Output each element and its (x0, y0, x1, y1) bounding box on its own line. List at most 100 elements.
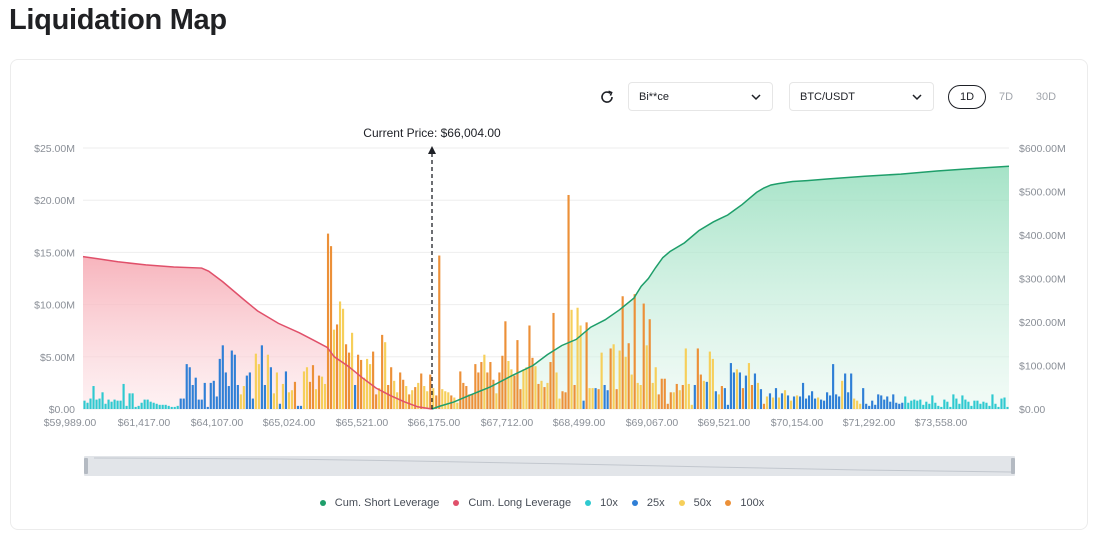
bar-25x[interactable] (883, 399, 886, 409)
bar-10x[interactable] (167, 405, 170, 409)
bar-25x[interactable] (838, 396, 841, 409)
range-tab-30d[interactable]: 30D (1035, 91, 1057, 103)
bar-25x[interactable] (260, 345, 263, 409)
bar-100x[interactable] (435, 395, 438, 409)
bar-50x[interactable] (257, 364, 260, 409)
bar-50x[interactable] (332, 329, 336, 409)
bar-100x[interactable] (513, 375, 516, 409)
bar-10x[interactable] (949, 406, 952, 409)
bar-50x[interactable] (314, 389, 318, 409)
bar-50x[interactable] (426, 391, 429, 409)
bar-50x[interactable] (702, 380, 705, 409)
bar-50x[interactable] (423, 386, 426, 409)
bar-100x[interactable] (459, 371, 462, 409)
bar-10x[interactable] (119, 400, 122, 409)
bar-50x[interactable] (570, 309, 573, 409)
bar-10x[interactable] (137, 405, 140, 409)
bar-10x[interactable] (919, 399, 922, 409)
bar-100x[interactable] (344, 344, 348, 409)
bar-25x[interactable] (732, 372, 735, 409)
bar-100x[interactable] (561, 391, 564, 409)
bar-50x[interactable] (417, 382, 420, 409)
bar-25x[interactable] (807, 395, 811, 409)
bar-10x[interactable] (925, 401, 928, 409)
pair-select[interactable]: BTC/USDT (789, 82, 934, 111)
bar-100x[interactable] (504, 321, 507, 409)
bar-10x[interactable] (143, 399, 146, 409)
bar-50x[interactable] (747, 363, 751, 409)
bar-10x[interactable] (101, 392, 104, 409)
bar-25x[interactable] (248, 372, 251, 409)
bar-100x[interactable] (429, 374, 432, 409)
bar-100x[interactable] (387, 384, 390, 409)
bar-100x[interactable] (462, 382, 465, 409)
bar-50x[interactable] (591, 388, 594, 409)
bar-10x[interactable] (95, 399, 98, 409)
bar-10x[interactable] (149, 401, 152, 409)
bar-25x[interactable] (714, 391, 717, 409)
bar-100x[interactable] (648, 319, 651, 409)
range-tab-7d[interactable]: 7D (998, 91, 1014, 103)
bar-50x[interactable] (495, 393, 498, 409)
bar-10x[interactable] (955, 398, 958, 409)
bar-100x[interactable] (609, 348, 612, 409)
bar-50x[interactable] (795, 395, 799, 409)
bar-50x[interactable] (534, 366, 537, 409)
bar-25x[interactable] (801, 382, 805, 409)
bar-50x[interactable] (579, 325, 582, 409)
bar-100x[interactable] (329, 246, 333, 409)
refresh-icon[interactable] (599, 89, 615, 105)
bar-50x[interactable] (735, 369, 738, 409)
bar-25x[interactable] (786, 395, 790, 409)
bar-100x[interactable] (633, 294, 636, 409)
bar-100x[interactable] (471, 394, 474, 409)
bar-50x[interactable] (678, 390, 681, 409)
bar-10x[interactable] (943, 399, 946, 409)
bar-10x[interactable] (970, 405, 973, 409)
bar-100x[interactable] (477, 372, 480, 409)
bar-10x[interactable] (982, 401, 985, 409)
bar-100x[interactable] (621, 296, 624, 409)
bar-50x[interactable] (783, 390, 787, 409)
bar-10x[interactable] (979, 403, 982, 409)
bar-50x[interactable] (369, 364, 372, 409)
bar-50x[interactable] (645, 345, 648, 409)
bar-25x[interactable] (744, 375, 748, 409)
bar-10x[interactable] (104, 403, 107, 409)
bar-50x[interactable] (654, 367, 657, 409)
bar-25x[interactable] (705, 381, 708, 409)
bar-50x[interactable] (242, 386, 245, 409)
bar-50x[interactable] (272, 393, 275, 409)
bar-100x[interactable] (390, 367, 393, 409)
bar-25x[interactable] (194, 377, 197, 409)
bar-10x[interactable] (907, 402, 910, 409)
bar-50x[interactable] (711, 358, 714, 409)
bar-10x[interactable] (922, 404, 925, 409)
bar-50x[interactable] (522, 369, 525, 409)
bar-50x[interactable] (672, 392, 675, 409)
bar-10x[interactable] (961, 395, 964, 409)
data-zoom-slider[interactable] (84, 456, 1015, 476)
bar-25x[interactable] (892, 394, 895, 409)
bar-50x[interactable] (576, 307, 579, 409)
bar-25x[interactable] (729, 363, 732, 409)
bar-25x[interactable] (723, 388, 726, 409)
bar-50x[interactable] (853, 398, 856, 409)
bar-100x[interactable] (335, 324, 339, 409)
bar-25x[interactable] (236, 384, 239, 409)
bar-10x[interactable] (952, 394, 955, 409)
bar-10x[interactable] (164, 404, 167, 409)
legend-item-50x[interactable]: 50x (678, 497, 711, 509)
bar-100x[interactable] (681, 384, 684, 409)
bar-10x[interactable] (173, 406, 176, 409)
bar-25x[interactable] (726, 404, 729, 409)
bar-25x[interactable] (251, 398, 254, 409)
bar-50x[interactable] (546, 382, 549, 409)
bar-10x[interactable] (934, 402, 937, 409)
bar-10x[interactable] (976, 400, 979, 409)
bar-100x[interactable] (543, 387, 546, 409)
bar-50x[interactable] (636, 382, 639, 409)
bar-10x[interactable] (985, 402, 988, 409)
bar-10x[interactable] (110, 401, 113, 409)
bar-50x[interactable] (690, 404, 693, 409)
